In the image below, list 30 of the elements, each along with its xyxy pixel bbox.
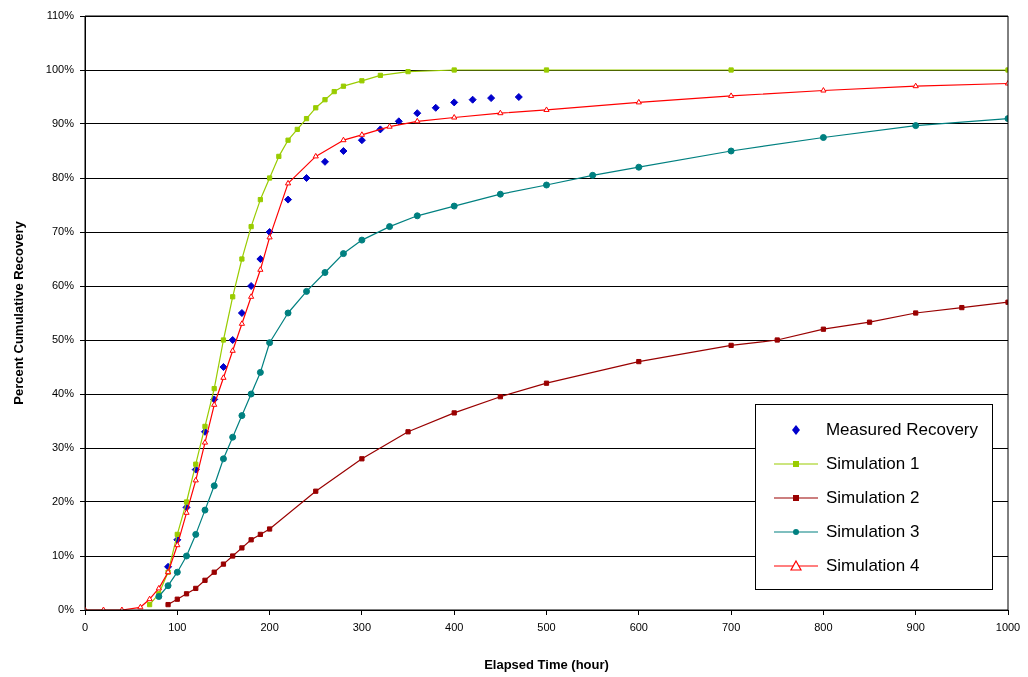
x-tick-label: 200: [260, 620, 279, 633]
x-tick-label: 0: [81, 620, 89, 633]
x-tick-label: 900: [906, 620, 925, 633]
y-tick-label: 0%: [58, 603, 75, 616]
x-tick-label: 500: [537, 620, 556, 633]
x-tick-label: 100: [168, 620, 187, 633]
x-tick-label: 1000: [995, 620, 1021, 633]
y-tick-label: 30%: [51, 441, 75, 454]
y-tick-label: 60%: [51, 279, 75, 292]
y-tick-label: 110%: [46, 9, 75, 22]
x-tick-label: 300: [352, 620, 372, 633]
x-tick-label: 600: [629, 620, 648, 633]
y-tick-label: 10%: [51, 549, 75, 562]
y-tick-label: 40%: [51, 387, 75, 400]
legend-label: Simulation 1: [825, 454, 920, 474]
y-tick-label: 50%: [51, 333, 75, 346]
y-axis-title: Percent Cumulative Recovery: [11, 220, 27, 405]
x-axis-title: Elapsed Time (hour): [484, 656, 609, 672]
y-tick-label: 100%: [45, 63, 75, 76]
x-tick-label: 800: [814, 620, 833, 633]
legend-label: Simulation 4: [825, 556, 920, 576]
legend-label: Simulation 3: [825, 522, 920, 542]
y-tick-label: 90%: [51, 117, 75, 130]
y-tick-label: 80%: [51, 171, 75, 184]
legend-label: Measured Recovery: [825, 420, 978, 440]
y-tick-label: 20%: [51, 495, 75, 508]
legend-label: Simulation 2: [825, 488, 920, 508]
y-tick-label: 70%: [51, 225, 75, 238]
x-tick-label: 400: [445, 620, 464, 633]
x-tick-label: 700: [721, 620, 741, 633]
